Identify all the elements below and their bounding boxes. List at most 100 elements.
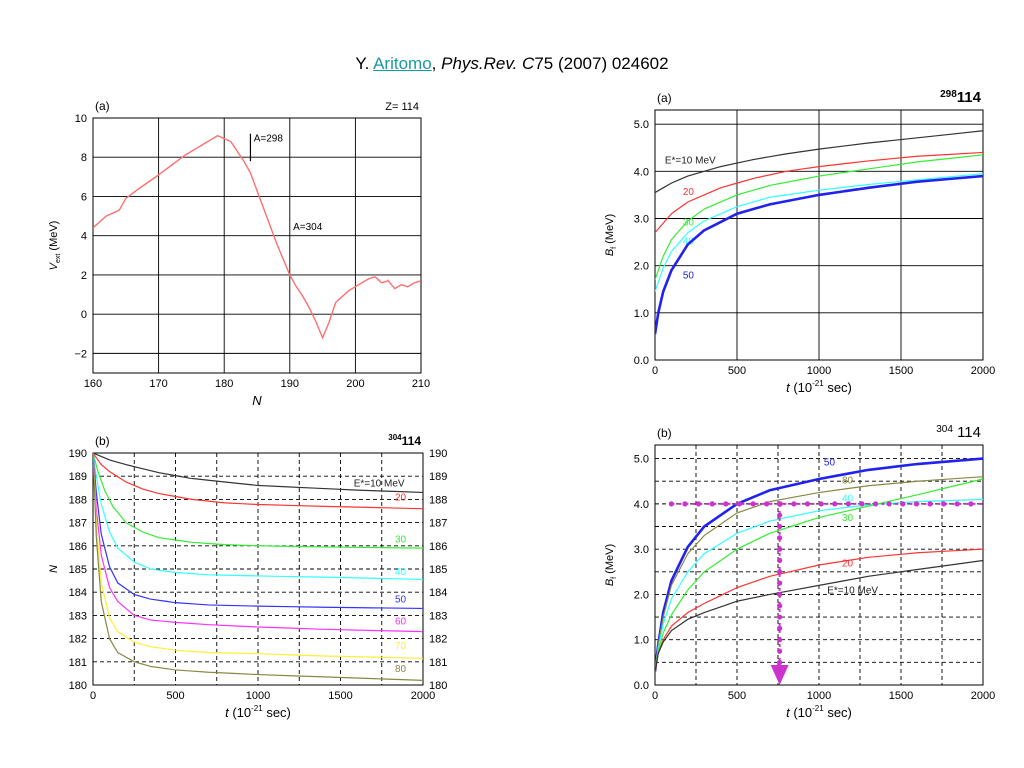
time-marker-dot — [777, 648, 783, 654]
x-tick-label: 190 — [281, 378, 299, 390]
x-tick-label: 500 — [728, 690, 746, 702]
y-tick-label: 5.0 — [634, 119, 649, 131]
citation: Y. Aritomo, Phys.Rev. C75 (2007) 024602 — [0, 54, 1024, 74]
y-tick-label-right: 185 — [429, 564, 447, 576]
threshold-dot — [927, 501, 933, 507]
x-tick-label: 1000 — [807, 690, 831, 702]
y-tick-label: 188 — [69, 494, 87, 506]
y-tick-label-right: 182 — [429, 634, 447, 646]
y-tick-label: 185 — [69, 564, 87, 576]
x-tick-label: 2000 — [971, 690, 995, 702]
plot-frame — [92, 117, 422, 374]
y-tick-label-right: 188 — [429, 494, 447, 506]
x-tick-label: 1000 — [246, 690, 270, 702]
x-tick-label: 1500 — [889, 365, 913, 377]
series-line-70 — [93, 453, 423, 659]
y-tick-label: −2 — [74, 348, 87, 360]
series-label: E*=10 MeV — [665, 155, 716, 166]
x-tick-label: 0 — [90, 690, 96, 702]
chart-panel-a-vext: 160 170 180 190 200 210 −2 0 2 4 6 8 10 (a) Z= 114 N Vex… — [48, 99, 430, 408]
x-tick-label: 210 — [412, 378, 430, 390]
x-tick-label: 500 — [166, 690, 184, 702]
series-line-50 — [655, 457, 983, 672]
citation-sep: , — [431, 54, 442, 73]
nuclide-label: 304114 — [388, 433, 421, 448]
y-tick-label: 190 — [69, 448, 87, 460]
time-marker-dot — [777, 580, 783, 586]
author-link[interactable]: Aritomo — [373, 54, 432, 73]
series-label: 70 — [395, 641, 407, 652]
citation-journal: Phys.Rev. C — [441, 54, 535, 73]
series-label: 20 — [683, 187, 695, 198]
y-tick-label: 2.0 — [634, 261, 649, 273]
y-axis-label: N — [48, 565, 60, 573]
threshold-dot — [968, 501, 974, 507]
x-axis-label: t (10-21 sec) — [786, 704, 852, 720]
y-tick-label: 1.0 — [634, 635, 649, 647]
y-tick-label: 0.0 — [634, 355, 649, 367]
series-label: 30 — [842, 513, 854, 524]
series-label: 30 — [395, 534, 407, 545]
threshold-dot — [913, 501, 920, 507]
series-line-80 — [93, 453, 423, 681]
x-tick-label: 0 — [652, 690, 658, 702]
x-tick-label: 180 — [215, 378, 233, 390]
y-tick-label: 182 — [69, 634, 87, 646]
y-tick-label: 10 — [75, 113, 87, 125]
x-tick-label: 170 — [149, 378, 167, 390]
y-tick-label: 181 — [69, 657, 87, 669]
time-marker-dot — [777, 546, 783, 552]
y-tick-label-right: 186 — [429, 541, 447, 553]
time-marker-dot — [777, 614, 783, 620]
x-axis-label: N — [252, 393, 262, 408]
y-tick-label-right: 180 — [429, 680, 447, 692]
series-line-20 — [655, 151, 983, 234]
y-axis-label: Vext (MeV) — [48, 221, 62, 271]
threshold-dot — [872, 501, 879, 507]
x-axis-label: t (10-21 sec) — [786, 379, 852, 395]
series-label: E*=10 MeV — [354, 479, 405, 490]
y-tick-label: 180 — [69, 680, 87, 692]
y-tick-label: 184 — [69, 587, 87, 599]
x-axis-label: t (10-21 sec) — [225, 704, 291, 720]
series-line-20 — [93, 453, 423, 510]
series-line-e10mev — [655, 130, 983, 194]
threshold-dot — [682, 501, 688, 507]
series-line-e10mev — [655, 559, 983, 672]
threshold-dot — [804, 501, 811, 507]
series-label: 40 — [395, 567, 407, 578]
threshold-dot — [845, 501, 851, 507]
x-tick-label: 1500 — [889, 690, 913, 702]
y-tick-label: 4.0 — [634, 166, 649, 178]
y-tick-label-right: 183 — [429, 610, 447, 622]
panel-tag: (b) — [657, 426, 672, 440]
threshold-dot — [818, 501, 824, 507]
time-marker-dot — [777, 637, 783, 643]
y-tick-label: 4 — [81, 231, 87, 243]
series-label: 20 — [395, 493, 407, 504]
y-tick-label: 2.0 — [634, 589, 649, 601]
series-label: 40 — [842, 494, 854, 505]
threshold-dot — [859, 501, 865, 507]
x-tick-label: 500 — [728, 365, 746, 377]
y-tick-label: 3.0 — [634, 544, 649, 556]
series-line-e10mev — [93, 453, 423, 494]
y-tick-label-right: 184 — [429, 587, 447, 599]
y-tick-label: 0 — [81, 309, 87, 321]
annotation-label: A=304 — [293, 222, 323, 233]
series-label: 30 — [683, 218, 695, 229]
series-label: E*=10 MeV — [827, 586, 878, 597]
threshold-dot — [668, 501, 674, 507]
y-tick-label-right: 189 — [429, 471, 447, 483]
threshold-dot — [750, 501, 756, 507]
series-label: 50 — [683, 270, 695, 281]
x-tick-label: 1500 — [328, 690, 352, 702]
nuclide-label: 298114 — [940, 89, 982, 106]
y-tick-label: 4.0 — [634, 499, 649, 511]
series-line-60 — [93, 453, 423, 633]
series-line-40 — [655, 173, 983, 292]
time-marker-dot — [777, 659, 783, 665]
threshold-dot — [900, 501, 906, 507]
time-marker-dot — [777, 512, 783, 518]
panel-tag: (a) — [95, 99, 110, 113]
